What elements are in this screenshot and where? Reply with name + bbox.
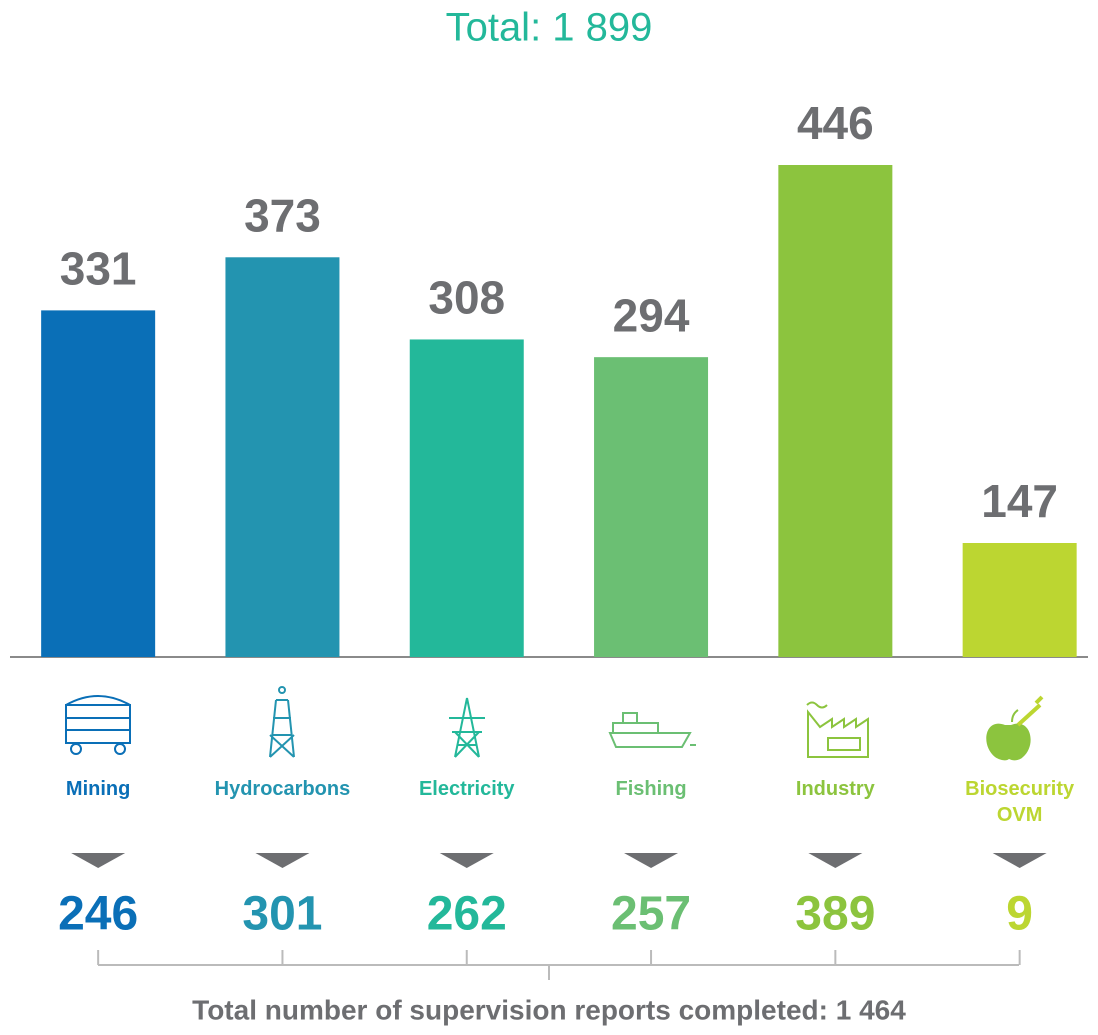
value-label: 373 <box>244 189 321 241</box>
report-value: 301 <box>242 888 322 941</box>
category-label: Electricity <box>418 778 515 800</box>
arrow <box>624 853 679 868</box>
icons <box>65 686 1044 761</box>
arrow <box>71 853 126 868</box>
value-label: 446 <box>797 97 874 149</box>
bar <box>41 310 156 657</box>
report-value: 262 <box>427 888 507 941</box>
bar <box>778 165 893 657</box>
icon-hydrocarbons <box>269 686 295 758</box>
icon-electricity <box>449 697 485 758</box>
value-label: 331 <box>60 243 137 295</box>
bar <box>962 543 1077 657</box>
arrow <box>255 853 310 868</box>
bar <box>594 357 709 657</box>
value-label: 147 <box>981 475 1058 527</box>
report-value: 9 <box>1006 888 1033 941</box>
icon-industry <box>806 701 869 758</box>
icon-biosecurity <box>986 695 1044 761</box>
value-label: 308 <box>428 272 505 324</box>
category-label: Industry <box>795 778 875 800</box>
icon-mining <box>65 695 131 755</box>
bar <box>225 257 340 657</box>
report-value: 389 <box>795 888 875 941</box>
report-value: 246 <box>58 888 138 941</box>
arrow <box>439 853 494 868</box>
category-label: Fishing <box>615 778 687 800</box>
category-label: Biosecurity OVM <box>965 778 1075 826</box>
category-label: Mining <box>65 778 131 800</box>
footer: Total number of supervision reports comp… <box>192 994 906 1025</box>
report-value: 257 <box>611 888 691 941</box>
arrow <box>808 853 863 868</box>
arrow <box>992 853 1047 868</box>
bar <box>409 339 524 657</box>
icon-fishing <box>608 712 696 748</box>
chart-title: Total: 1 899 <box>446 6 653 50</box>
category-label: Hydrocarbons <box>214 778 351 800</box>
value-label: 294 <box>613 289 690 341</box>
